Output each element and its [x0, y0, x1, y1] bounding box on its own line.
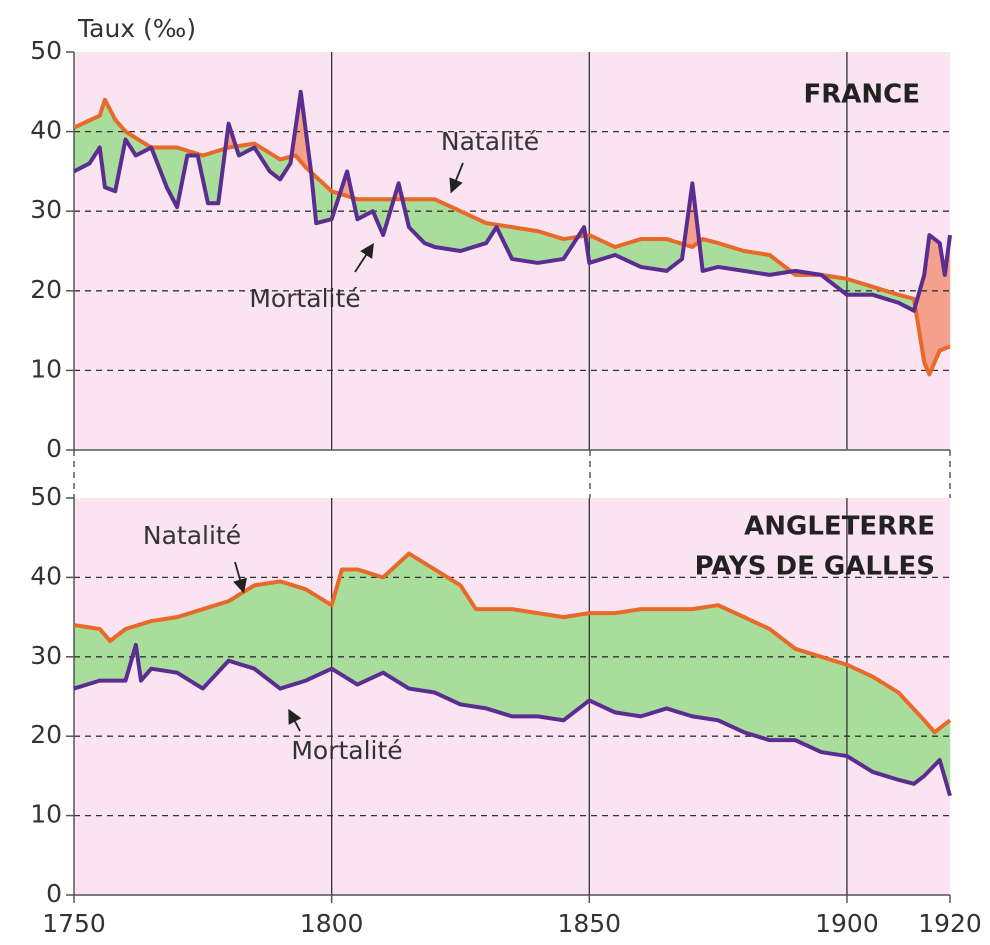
y-tick-label: 40 — [30, 116, 62, 145]
annotation-arrow — [288, 708, 302, 732]
area-fill — [434, 569, 461, 705]
x-tick-label: 1750 — [42, 909, 106, 938]
area-fill — [666, 608, 693, 717]
area-fill — [795, 648, 822, 753]
x-tick-label: 1920 — [918, 909, 982, 938]
y-tick-label: 10 — [30, 354, 62, 383]
annotation-arrow — [233, 561, 247, 594]
area-fill — [511, 608, 539, 717]
annotation-arrow — [354, 242, 374, 273]
area-fill — [537, 612, 564, 721]
chart-title: ANGLETERRE — [744, 512, 935, 542]
chart-title: PAYS DE GALLES — [695, 552, 935, 582]
y-tick-label: 30 — [30, 641, 62, 670]
x-tick-label: 1850 — [557, 909, 621, 938]
x-tick-label: 1800 — [300, 909, 364, 938]
series-line — [73, 642, 952, 797]
area-fill — [743, 616, 770, 741]
y-tick-label: 0 — [46, 879, 62, 908]
series-line — [73, 551, 952, 735]
y-axis-label: Taux (‰) — [77, 14, 196, 43]
series-annotation: Natalité — [143, 521, 241, 550]
series-annotation: Mortalité — [291, 736, 402, 765]
y-tick-label: 20 — [30, 720, 62, 749]
area-fill — [424, 199, 435, 248]
y-tick-label: 10 — [30, 800, 62, 829]
area-fill — [692, 604, 719, 721]
y-tick-label: 20 — [30, 275, 62, 304]
series-annotation: Natalité — [441, 127, 539, 156]
area-fill — [408, 553, 435, 693]
y-tick-label: 50 — [30, 482, 62, 511]
area-fill — [475, 608, 487, 709]
area-fill — [846, 664, 873, 773]
area-fill — [207, 150, 219, 204]
annotation-arrow — [449, 162, 464, 194]
x-tick-label: 1900 — [815, 909, 879, 938]
series-annotation: Mortalité — [249, 284, 360, 313]
area-fill — [341, 569, 358, 686]
y-tick-label: 50 — [30, 36, 62, 65]
y-tick-label: 30 — [30, 195, 62, 224]
area-fill — [640, 608, 667, 717]
area-fill — [485, 608, 513, 717]
y-tick-label: 0 — [46, 434, 62, 463]
area-fill — [589, 612, 616, 713]
area-fill — [279, 581, 307, 689]
series-line — [73, 89, 952, 313]
area-fill — [151, 616, 178, 673]
y-tick-label: 40 — [30, 561, 62, 590]
area-fill — [614, 608, 642, 717]
area-fill — [717, 604, 745, 733]
area-fill — [357, 569, 384, 685]
area-fill — [820, 656, 848, 757]
chart-title: FRANCE — [803, 80, 920, 110]
